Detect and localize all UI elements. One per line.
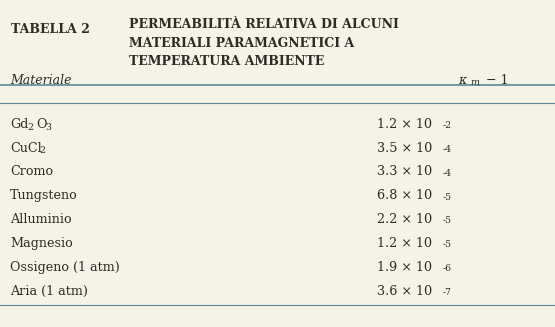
Text: PERMEABILITÀ RELATIVA DI ALCUNI: PERMEABILITÀ RELATIVA DI ALCUNI xyxy=(129,18,398,31)
Text: 3.5 × 10: 3.5 × 10 xyxy=(377,142,433,155)
Text: Gd: Gd xyxy=(10,118,28,131)
Text: -5: -5 xyxy=(443,193,452,202)
Text: Alluminio: Alluminio xyxy=(10,213,72,226)
Text: -5: -5 xyxy=(443,216,452,226)
Text: MATERIALI PARAMAGNETICI A: MATERIALI PARAMAGNETICI A xyxy=(129,37,354,50)
Text: 3.6 × 10: 3.6 × 10 xyxy=(377,285,432,298)
Text: TEMPERATURA AMBIENTE: TEMPERATURA AMBIENTE xyxy=(129,55,324,68)
Text: -7: -7 xyxy=(443,288,452,297)
Text: 1.2 × 10: 1.2 × 10 xyxy=(377,237,432,250)
Text: Materiale: Materiale xyxy=(10,74,72,87)
Text: -2: -2 xyxy=(443,121,452,130)
Text: CuCl: CuCl xyxy=(10,142,42,155)
Text: m: m xyxy=(470,78,479,87)
Text: O: O xyxy=(36,118,47,131)
Text: 6.8 × 10: 6.8 × 10 xyxy=(377,189,432,202)
Text: -6: -6 xyxy=(443,264,452,273)
Text: TABELLA 2: TABELLA 2 xyxy=(11,23,90,36)
Text: − 1: − 1 xyxy=(482,74,508,87)
Text: Aria (1 atm): Aria (1 atm) xyxy=(10,285,88,298)
Text: κ: κ xyxy=(458,74,466,87)
Text: Ossigeno (1 atm): Ossigeno (1 atm) xyxy=(10,261,120,274)
Text: 2: 2 xyxy=(39,146,46,156)
Text: 1.9 × 10: 1.9 × 10 xyxy=(377,261,432,274)
Text: Magnesio: Magnesio xyxy=(10,237,73,250)
Text: 2.2 × 10: 2.2 × 10 xyxy=(377,213,432,226)
Text: 3: 3 xyxy=(45,123,51,132)
Text: 1.2 × 10: 1.2 × 10 xyxy=(377,118,432,131)
Text: Tungsteno: Tungsteno xyxy=(10,189,78,202)
Text: -5: -5 xyxy=(443,240,452,250)
Text: Cromo: Cromo xyxy=(10,165,53,179)
Text: 3.3 × 10: 3.3 × 10 xyxy=(377,165,432,179)
Text: 2: 2 xyxy=(28,123,34,132)
Text: -4: -4 xyxy=(443,169,452,178)
Text: -4: -4 xyxy=(443,145,452,154)
